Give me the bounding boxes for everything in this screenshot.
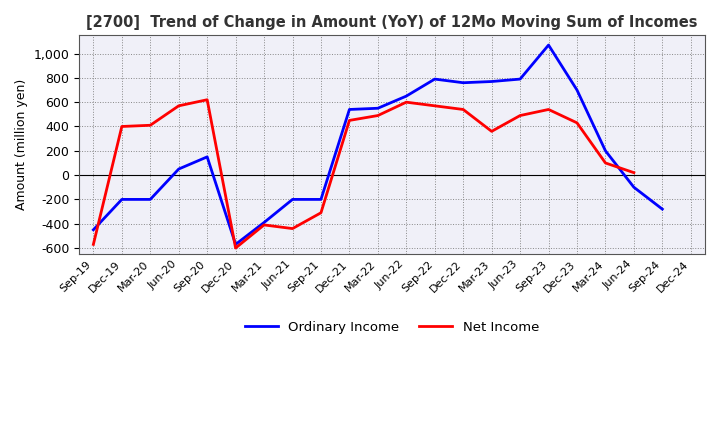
Net Income [431, 103, 439, 109]
Net Income [601, 160, 610, 165]
Net Income [629, 170, 638, 175]
Net Income [374, 113, 382, 118]
Ordinary Income [516, 77, 524, 82]
Net Income [572, 120, 581, 125]
Net Income [402, 99, 410, 105]
Net Income [544, 107, 553, 112]
Ordinary Income [374, 106, 382, 111]
Legend: Ordinary Income, Net Income: Ordinary Income, Net Income [240, 316, 544, 339]
Line: Ordinary Income: Ordinary Income [94, 45, 662, 244]
Net Income [288, 226, 297, 231]
Net Income [174, 103, 183, 109]
Y-axis label: Amount (million yen): Amount (million yen) [15, 79, 28, 210]
Ordinary Income [231, 242, 240, 247]
Net Income [516, 113, 524, 118]
Ordinary Income [174, 166, 183, 172]
Ordinary Income [459, 80, 467, 85]
Net Income [117, 124, 126, 129]
Net Income [89, 242, 98, 247]
Ordinary Income [317, 197, 325, 202]
Ordinary Income [629, 185, 638, 190]
Net Income [260, 222, 269, 227]
Ordinary Income [572, 88, 581, 93]
Ordinary Income [487, 79, 496, 84]
Ordinary Income [89, 227, 98, 232]
Ordinary Income [658, 206, 667, 212]
Net Income [231, 246, 240, 251]
Ordinary Income [117, 197, 126, 202]
Ordinary Income [260, 220, 269, 225]
Ordinary Income [345, 107, 354, 112]
Ordinary Income [203, 154, 212, 160]
Ordinary Income [146, 197, 155, 202]
Net Income [459, 107, 467, 112]
Ordinary Income [601, 148, 610, 154]
Ordinary Income [288, 197, 297, 202]
Net Income [203, 97, 212, 103]
Net Income [317, 210, 325, 216]
Title: [2700]  Trend of Change in Amount (YoY) of 12Mo Moving Sum of Incomes: [2700] Trend of Change in Amount (YoY) o… [86, 15, 698, 30]
Ordinary Income [544, 42, 553, 48]
Ordinary Income [431, 77, 439, 82]
Ordinary Income [402, 93, 410, 99]
Net Income [487, 129, 496, 134]
Line: Net Income: Net Income [94, 100, 634, 248]
Net Income [345, 118, 354, 123]
Net Income [146, 123, 155, 128]
